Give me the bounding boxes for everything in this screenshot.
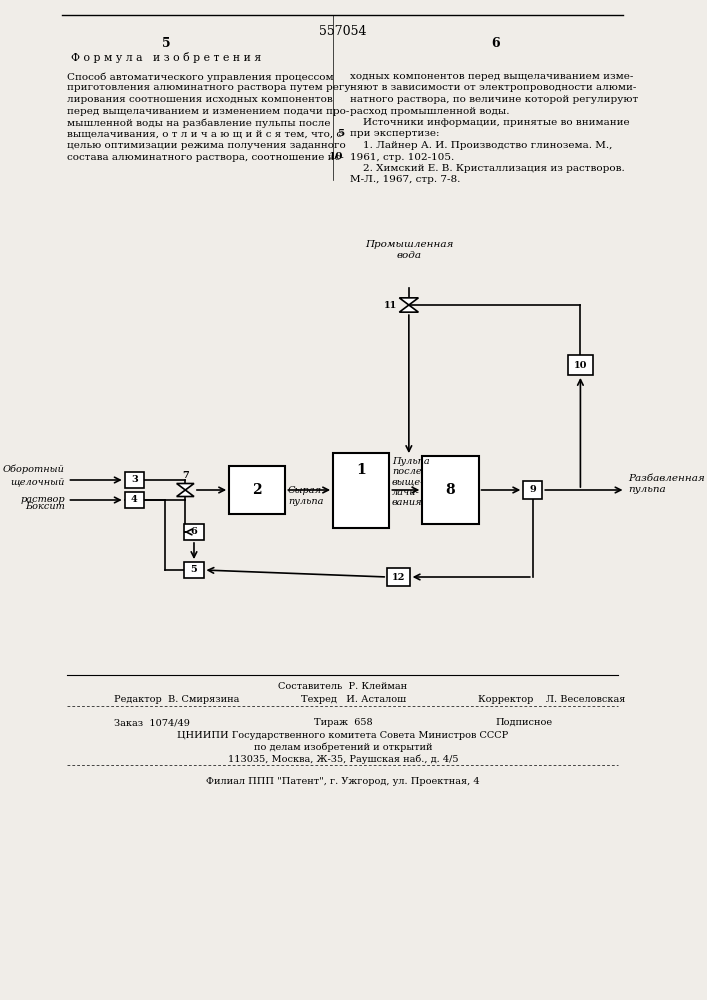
Text: Ф о р м у л а   и з о б р е т е н и я: Ф о р м у л а и з о б р е т е н и я [71,52,262,63]
Bar [185,524,204,540]
Text: Способ автоматического управления процессом: Способ автоматического управления процес… [67,72,334,82]
Text: мышленной воды на разбавление пульпы после: мышленной воды на разбавление пульпы пос… [67,118,331,127]
Bar [568,355,592,375]
Text: 5: 5 [191,566,197,574]
Text: 1. Лайнер А. И. Производство глинозема. М.,: 1. Лайнер А. И. Производство глинозема. … [350,141,612,150]
Polygon shape [177,490,194,496]
Text: 7: 7 [182,471,189,480]
Bar [333,452,390,528]
Text: раствор: раствор [21,495,65,504]
Text: натного раствора, по величине которой регулируют: натного раствора, по величине которой ре… [350,95,638,104]
Text: Техред   И. Асталош: Техред И. Асталош [300,695,406,704]
Bar [387,568,410,586]
Text: по делам изобретений и открытий: по делам изобретений и открытий [254,743,432,752]
Text: ходных компонентов перед выщелачиванием изме-: ходных компонентов перед выщелачиванием … [350,72,633,81]
Text: Корректор    Л. Веселовская: Корректор Л. Веселовская [478,695,626,704]
Bar [523,481,542,499]
Text: 8: 8 [445,483,455,497]
Text: 10: 10 [329,152,343,161]
Text: 11: 11 [383,300,397,310]
Text: Сырая
пульпа: Сырая пульпа [288,486,324,506]
Text: 4: 4 [131,495,138,504]
Text: 6: 6 [491,37,500,50]
Text: расход промышленной воды.: расход промышленной воды. [350,106,510,115]
Text: лирования соотношения исходных компонентов: лирования соотношения исходных компонент… [67,95,333,104]
Bar [229,466,286,514]
Text: Боксит: Боксит [25,502,65,511]
Text: Тираж  658: Тираж 658 [314,718,373,727]
Bar [185,562,204,578]
Text: Филиал ППП "Патент", г. Ужгород, ул. Проектная, 4: Филиал ППП "Патент", г. Ужгород, ул. Про… [206,777,480,786]
Bar [422,456,479,524]
Text: при экспертизе:: при экспертизе: [350,129,440,138]
Text: 113035, Москва, Ж-35, Раушская наб., д. 4/5: 113035, Москва, Ж-35, Раушская наб., д. … [228,755,458,764]
Text: щелочный: щелочный [11,477,65,486]
Text: Составитель  Р. Клейман: Составитель Р. Клейман [279,682,407,691]
Text: 1: 1 [356,462,366,477]
Text: Оборотный: Оборотный [3,464,65,474]
Text: няют в зависимости от электропроводности алюми-: няют в зависимости от электропроводности… [350,84,636,93]
Text: Заказ  1074/49: Заказ 1074/49 [115,718,190,727]
Text: Промышленная
вода: Промышленная вода [365,240,453,260]
Text: целью оптимизации режима получения заданного: целью оптимизации режима получения задан… [67,141,346,150]
Text: Подписное: Подписное [496,718,553,727]
Text: Источники информации, принятые во внимание: Источники информации, принятые во вниман… [350,118,629,127]
Text: 5: 5 [162,37,170,50]
Text: М-Л., 1967, стр. 7-8.: М-Л., 1967, стр. 7-8. [350,176,460,184]
Text: выщелачивания, о т л и ч а ю щ и й с я тем, что, с: выщелачивания, о т л и ч а ю щ и й с я т… [67,129,343,138]
Text: Пульпа
после
выще-
лачи-
вания: Пульпа после выще- лачи- вания [392,457,430,507]
Text: 557054: 557054 [320,25,367,38]
Text: ЦНИИПИ Государственного комитета Совета Министров СССР: ЦНИИПИ Государственного комитета Совета … [177,731,508,740]
Polygon shape [399,298,419,305]
Polygon shape [399,305,419,312]
Text: перед выщелачиванием и изменением подачи про-: перед выщелачиванием и изменением подачи… [67,106,350,115]
Text: 9: 9 [530,486,536,494]
Text: Разбавленная
пульпа: Разбавленная пульпа [628,474,705,494]
Text: состава алюминатного раствора, соотношение ис-: состава алюминатного раствора, соотношен… [67,152,344,161]
Bar [124,492,144,508]
Bar [124,472,144,488]
Text: 2: 2 [252,483,262,497]
Text: 10: 10 [573,360,587,369]
Text: 2. Химский Е. В. Кристаллизация из растворов.: 2. Химский Е. В. Кристаллизация из раств… [350,164,625,173]
Text: Редактор  В. Смирязина: Редактор В. Смирязина [115,695,240,704]
Text: приготовления алюминатного раствора путем регу-: приготовления алюминатного раствора путе… [67,84,354,93]
Text: 1961, стр. 102-105.: 1961, стр. 102-105. [350,152,454,161]
Text: 5: 5 [338,129,345,138]
Text: 3: 3 [131,476,138,485]
Polygon shape [177,484,194,490]
Text: 6: 6 [191,528,197,536]
Text: 12: 12 [392,572,405,582]
